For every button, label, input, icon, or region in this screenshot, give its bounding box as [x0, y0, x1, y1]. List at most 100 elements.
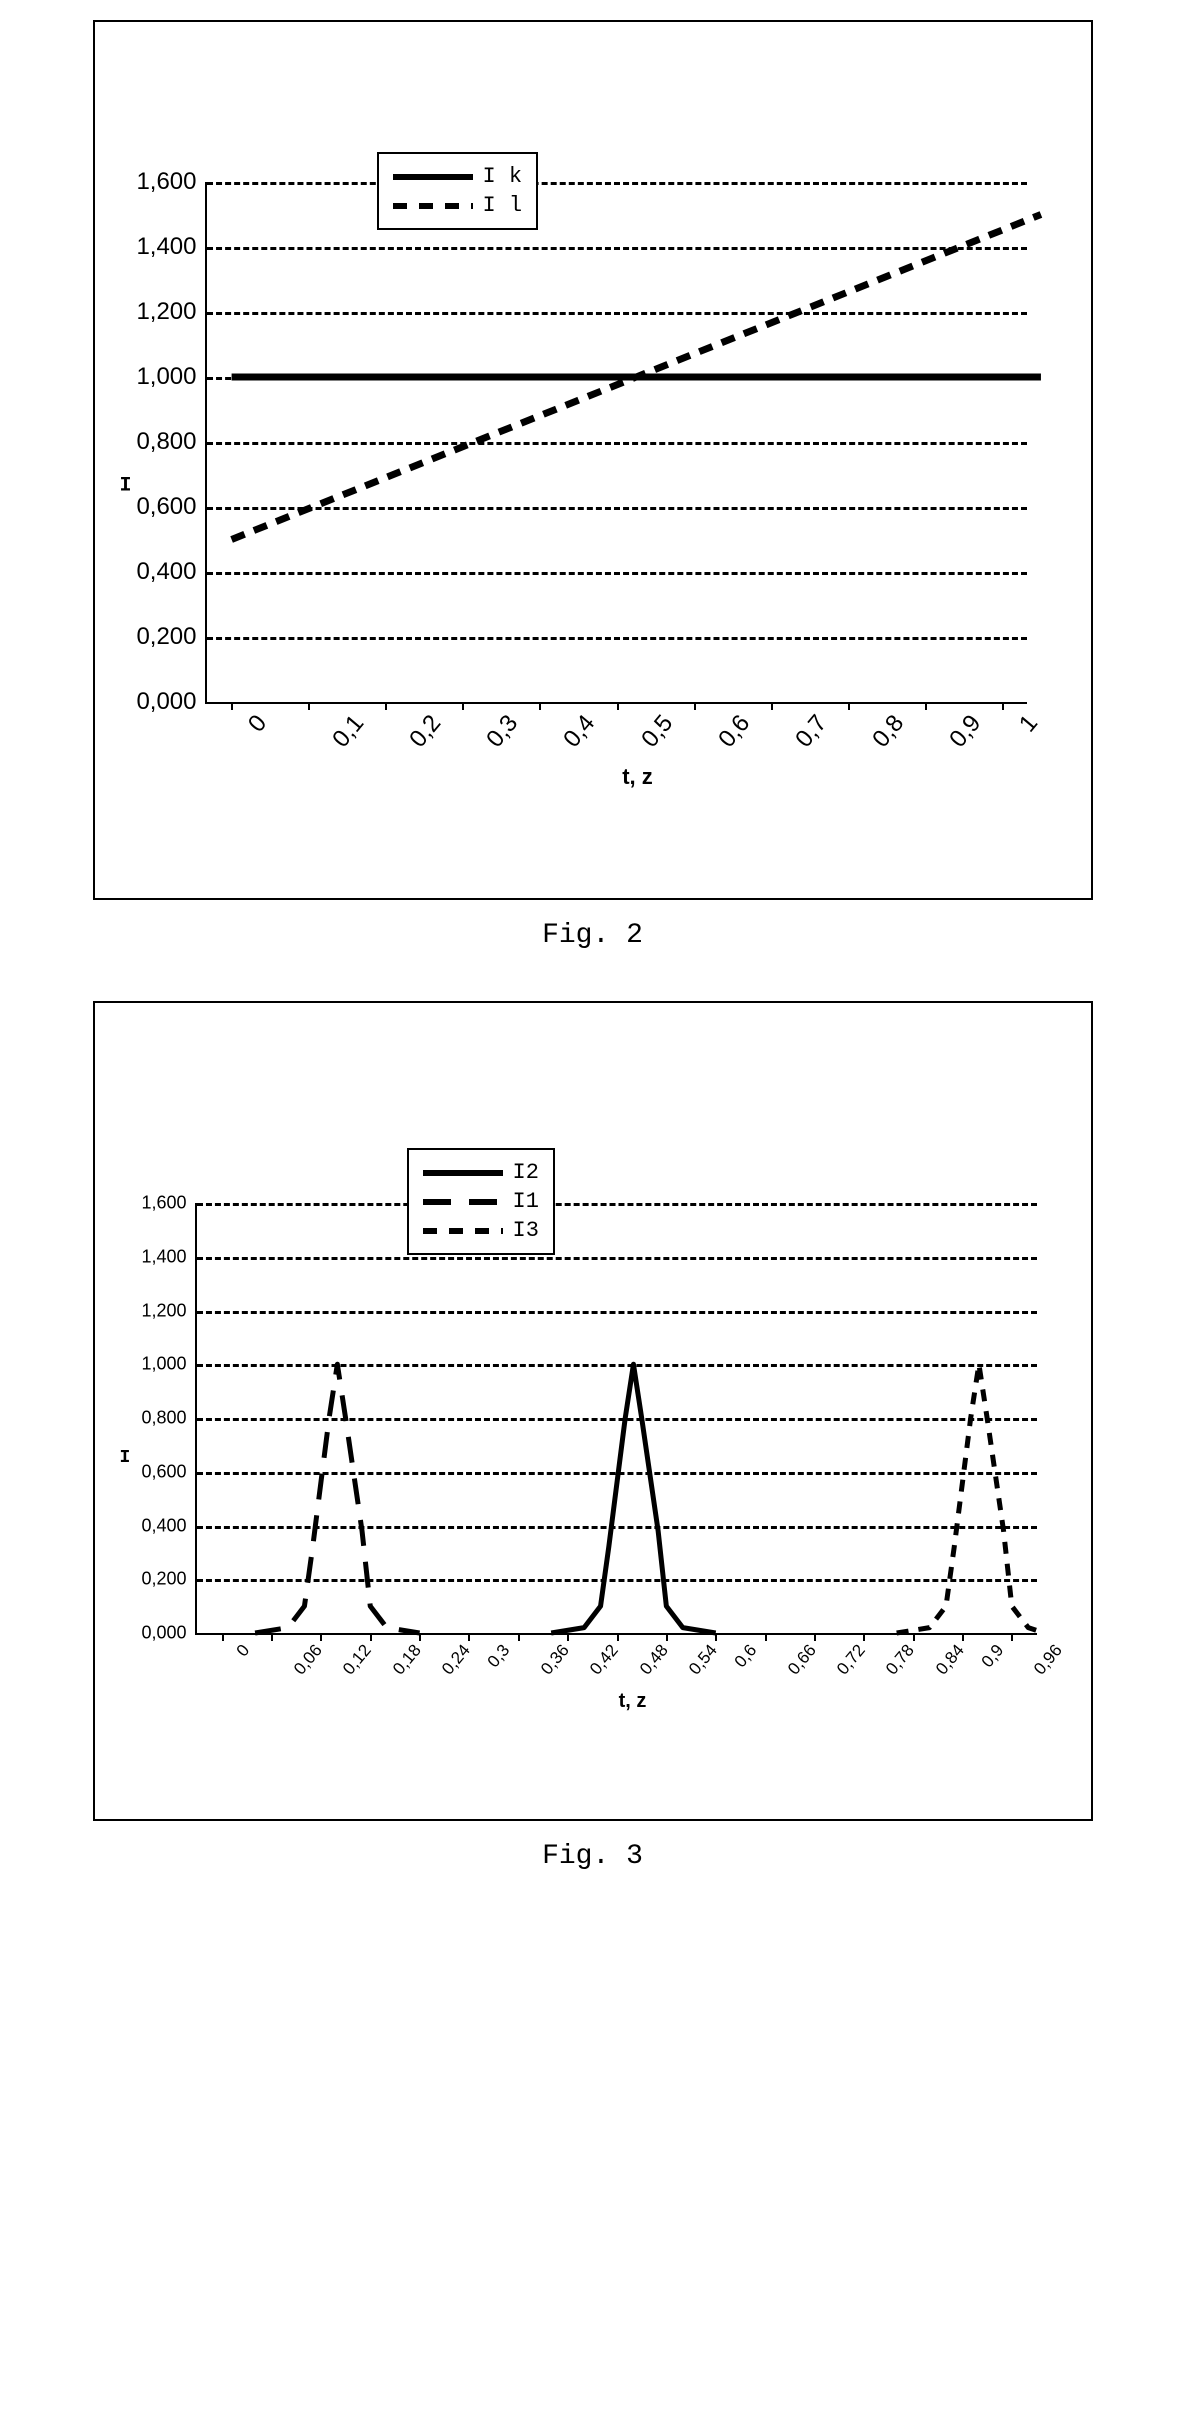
x-tick — [771, 702, 773, 710]
x-tick — [913, 1633, 915, 1641]
x-tick-label: 0,06 — [290, 1641, 327, 1679]
y-tick-label: 0,200 — [136, 623, 206, 651]
series-I1 — [255, 1364, 420, 1633]
y-tick-label: 0,800 — [141, 1408, 196, 1429]
x-tick-label: 0,3 — [484, 1641, 515, 1672]
x-tick — [231, 702, 233, 710]
x-tick — [419, 1633, 421, 1641]
y-tick-label: 1,200 — [141, 1300, 196, 1321]
x-tick — [539, 702, 541, 710]
x-tick-label: 0,96 — [1030, 1641, 1067, 1679]
chart-2-plot-area: 0,0000,2000,4000,6000,8001,0001,2001,400… — [205, 182, 1027, 704]
chart-2-wrap: I 0,0000,2000,4000,6000,8001,0001,2001,4… — [205, 182, 1071, 790]
y-tick-label: 1,400 — [141, 1246, 196, 1267]
x-tick — [222, 1633, 224, 1641]
x-tick-label: 0,54 — [685, 1641, 722, 1679]
legend-label: I1 — [513, 1189, 539, 1214]
legend-label: I2 — [513, 1160, 539, 1185]
x-tick — [617, 702, 619, 710]
x-tick — [617, 1633, 619, 1641]
x-tick — [925, 702, 927, 710]
legend-swatch — [393, 196, 473, 216]
chart-3-wrap: I 0,0000,2000,4000,6000,8001,0001,2001,4… — [195, 1203, 1071, 1713]
chart-3-plot-area: 0,0000,2000,4000,6000,8001,0001,2001,400… — [195, 1203, 1037, 1635]
x-tick — [462, 702, 464, 710]
series-I3 — [896, 1364, 1044, 1633]
x-tick — [694, 702, 696, 710]
y-tick-label: 1,600 — [136, 168, 206, 196]
x-tick-label: 0,6 — [731, 1641, 762, 1672]
x-tick-label: 0 — [243, 710, 273, 738]
legend-swatch — [423, 1221, 503, 1241]
x-tick — [962, 1633, 964, 1641]
legend-item: I3 — [423, 1216, 539, 1245]
x-tick-label: 0,9 — [944, 710, 987, 754]
x-tick-label: 0,3 — [481, 710, 524, 754]
x-tick-label: 0,2 — [404, 710, 447, 754]
y-tick-label: 1,000 — [141, 1354, 196, 1375]
x-tick — [814, 1633, 816, 1641]
legend-label: I k — [483, 164, 523, 189]
x-tick-label: 0,36 — [537, 1641, 574, 1679]
y-tick-label: 0,600 — [136, 493, 206, 521]
x-tick — [666, 1633, 668, 1641]
x-tick-label: 0,5 — [636, 710, 679, 754]
series-I2 — [551, 1364, 716, 1633]
x-tick-label: 0,9 — [978, 1641, 1009, 1672]
x-tick-label: 0,1 — [327, 710, 370, 754]
x-tick — [1011, 1633, 1013, 1641]
y-tick-label: 0,000 — [141, 1623, 196, 1644]
x-tick — [271, 1633, 273, 1641]
legend-swatch — [393, 167, 473, 187]
x-tick-label: 0,48 — [636, 1641, 673, 1679]
legend-label: I3 — [513, 1218, 539, 1243]
y-axis-title: I — [120, 1448, 131, 1468]
y-tick-label: 1,400 — [136, 233, 206, 261]
legend: I2 I1 I3 — [407, 1148, 555, 1255]
y-tick-label: 0,400 — [136, 558, 206, 586]
x-tick-label: 0,78 — [882, 1641, 919, 1679]
y-tick-label: 0,000 — [136, 688, 206, 716]
legend-item: I l — [393, 191, 523, 220]
x-tick-label: 1 — [1014, 710, 1044, 738]
x-tick-label: 0,84 — [932, 1641, 969, 1679]
legend-item: I1 — [423, 1187, 539, 1216]
y-tick-label: 0,400 — [141, 1515, 196, 1536]
x-axis-title: t, z — [195, 1690, 1071, 1713]
x-axis-title: t, z — [205, 764, 1071, 790]
legend-swatch — [423, 1163, 503, 1183]
y-axis-title: I — [120, 475, 132, 498]
x-tick — [765, 1633, 767, 1641]
plot-svg — [207, 182, 1027, 702]
figure-3-label: Fig. 3 — [20, 1841, 1165, 1872]
y-tick-label: 1,600 — [141, 1193, 196, 1214]
legend-label: I l — [483, 193, 523, 218]
legend-swatch — [423, 1192, 503, 1212]
x-tick — [1002, 702, 1004, 710]
y-tick-label: 1,200 — [136, 298, 206, 326]
x-tick-label: 0,42 — [586, 1641, 623, 1679]
x-tick — [385, 702, 387, 710]
x-tick — [308, 702, 310, 710]
x-tick — [863, 1633, 865, 1641]
figure-2-label: Fig. 2 — [20, 920, 1165, 951]
figure-2-container: I 0,0000,2000,4000,6000,8001,0001,2001,4… — [93, 20, 1093, 900]
x-tick — [715, 1633, 717, 1641]
figure-3-container: I 0,0000,2000,4000,6000,8001,0001,2001,4… — [93, 1001, 1093, 1821]
y-tick-label: 0,600 — [141, 1461, 196, 1482]
y-tick-label: 0,800 — [136, 428, 206, 456]
plot-svg — [197, 1203, 1037, 1633]
y-tick-label: 0,200 — [141, 1569, 196, 1590]
x-tick-label: 0,24 — [438, 1641, 475, 1679]
x-tick — [370, 1633, 372, 1641]
x-tick — [848, 702, 850, 710]
legend: I k I l — [377, 152, 539, 230]
x-tick-label: 0,6 — [713, 710, 756, 754]
legend-item: I k — [393, 162, 523, 191]
x-tick-label: 0 — [232, 1641, 253, 1661]
x-tick-label: 0,72 — [833, 1641, 870, 1679]
x-tick — [567, 1633, 569, 1641]
y-tick-label: 1,000 — [136, 363, 206, 391]
x-tick-label: 0,8 — [867, 710, 910, 754]
x-tick — [320, 1633, 322, 1641]
